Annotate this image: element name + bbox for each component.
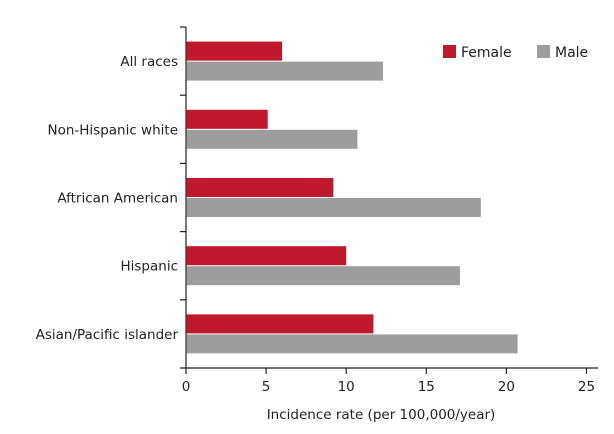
legend: Female Male <box>443 45 588 61</box>
legend-label-female: Female <box>461 45 512 61</box>
x-tick-label: 5 <box>262 379 271 395</box>
y-ticks <box>180 26 186 369</box>
x-tick-label: 10 <box>338 379 355 395</box>
legend-label-male: Male <box>555 45 588 61</box>
x-tick-label: 0 <box>182 379 191 395</box>
x-ticks: 0 5 10 15 20 25 <box>182 368 595 395</box>
legend-swatch-male <box>537 45 550 58</box>
category-label: Non-Hispanic white <box>47 122 178 138</box>
category-label: Hispanic <box>120 259 178 275</box>
category-labels: All races Non-Hispanic white Aftrican Amer… <box>36 54 179 343</box>
category-label: All races <box>120 54 178 70</box>
x-axis-label: Incidence rate (per 100,000/year) <box>267 407 496 423</box>
bar-male <box>186 129 358 149</box>
bar-female <box>186 314 374 334</box>
bars <box>186 41 518 354</box>
bar-male <box>186 198 481 217</box>
x-tick-label: 15 <box>418 379 435 395</box>
bar-female <box>186 246 347 266</box>
x-tick-label: 25 <box>578 379 595 395</box>
bar-male <box>186 61 384 81</box>
axes <box>185 27 598 369</box>
category-label: Aftrican American <box>57 191 178 207</box>
x-tick-label: 20 <box>498 379 515 395</box>
bar-male <box>186 266 460 286</box>
bar-male <box>186 334 518 354</box>
bar-female <box>186 178 334 197</box>
bar-female <box>186 41 283 61</box>
category-label: Asian/Pacific islander <box>36 327 179 343</box>
legend-swatch-female <box>443 45 456 58</box>
bar-female <box>186 109 268 129</box>
